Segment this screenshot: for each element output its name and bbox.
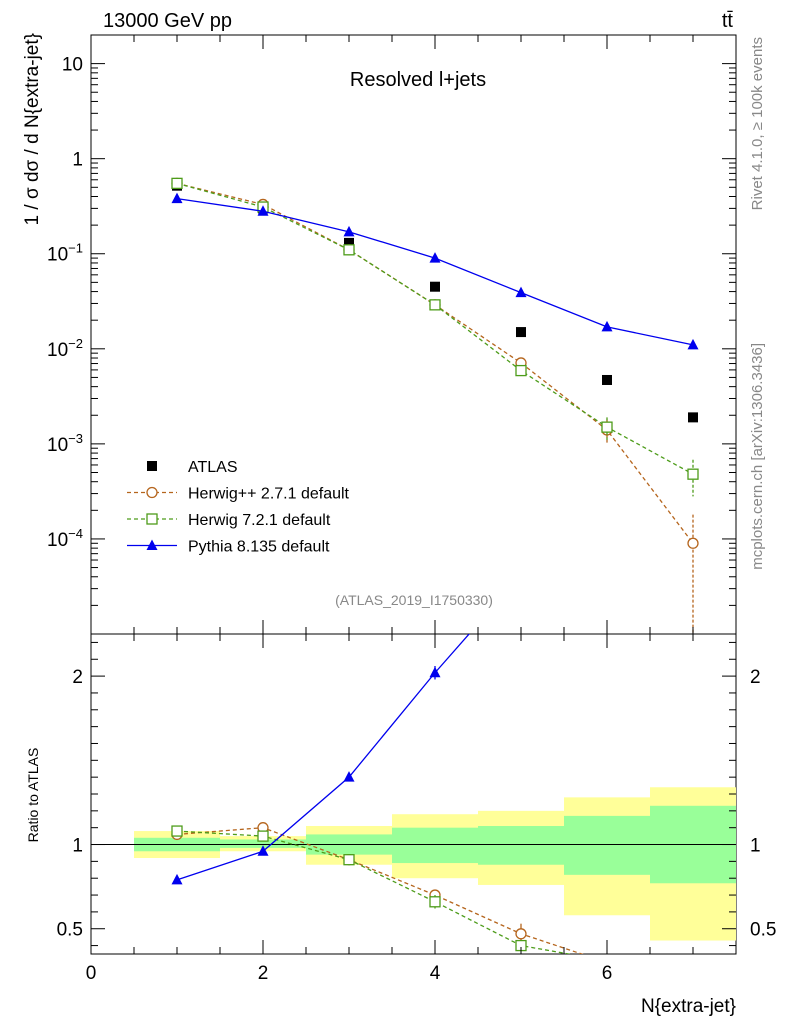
main-point-series-1 [344, 237, 354, 248]
legend-label-series-2: Herwig++ 2.7.1 default [188, 486, 350, 503]
ratio-uncertainty-bands [91, 787, 736, 941]
legend-marker-series-1 [147, 461, 157, 471]
ratio-y-tick-label-right: 2 [750, 667, 761, 688]
main-series-layer [171, 177, 699, 634]
main-point-series-4 [257, 205, 269, 216]
ratio-point-series-2 [429, 896, 441, 908]
ratio-y-tick-label: 1 [72, 836, 83, 857]
main-line-series-4 [176, 197, 694, 346]
x-tick-label: 4 [430, 963, 441, 984]
band-1sigma-bin-6 [564, 815, 650, 875]
legend-label-series-4: Pythia 8.135 default [188, 539, 330, 556]
main-point-series-4 [343, 225, 355, 237]
main-y-tick-label: 10 [62, 55, 83, 76]
ratio-point-series-2 [343, 854, 355, 866]
main-point-series-1 [430, 281, 440, 292]
band-1sigma-bin-5 [478, 826, 564, 865]
ratio-point-series-3 [257, 845, 269, 856]
main-point-series-1 [602, 374, 612, 385]
band-1sigma-bin-2 [220, 839, 306, 848]
main-point-series-4 [601, 320, 613, 332]
main-point-series-3 [515, 364, 527, 377]
mcplots-label: mcplots.cern.ch [arXiv:1306.3436] [749, 343, 766, 570]
ratio-y-tick-label-right: 0.5 [750, 920, 776, 941]
ratio-point-series-3 [343, 771, 355, 782]
ratio-point-series-1 [515, 928, 527, 940]
x-tick-label: 0 [86, 963, 97, 984]
main-y-tick-label: 10−3 [47, 431, 83, 456]
main-point-series-2 [687, 537, 699, 549]
ratio-y-tick-label-right: 1 [750, 836, 761, 857]
ratio-y-tick-label: 0.5 [57, 920, 83, 941]
main-point-series-4 [429, 252, 441, 263]
plot-title: Resolved l+jets [350, 69, 486, 91]
legend-label-series-3: Herwig 7.2.1 default [188, 512, 331, 529]
process-label: tt̄ [722, 10, 734, 32]
main-y-tick-label: 1 [72, 150, 83, 171]
legend-label-series-1: ATLAS [188, 459, 238, 476]
ratio-y-axis-label: Ratio to ATLAS [25, 748, 41, 843]
main-point-series-3 [429, 299, 441, 311]
main-point-series-4 [171, 192, 183, 204]
ratio-point-series-2 [171, 825, 183, 837]
main-point-series-3 [601, 421, 613, 433]
main-point-series-3 [171, 177, 183, 190]
ratio-series-layer [171, 634, 584, 954]
ratio-point-series-3 [171, 873, 183, 885]
rivet-label: Rivet 4.1.0, ≥ 100k events [749, 37, 766, 210]
x-tick-label: 2 [258, 963, 269, 984]
analysis-label: (ATLAS_2019_I1750330) [335, 592, 493, 608]
main-point-series-3 [343, 244, 355, 256]
ratio-point-series-3 [429, 666, 441, 678]
x-tick-label: 6 [602, 963, 613, 984]
x-axis-label: N{extra-jet} [641, 996, 736, 1017]
main-y-tick-label: 10−2 [47, 336, 83, 361]
main-y-axis-label: 1 / σ dσ / d N{extra-jet} [22, 33, 43, 225]
main-point-series-4 [687, 338, 699, 350]
main-point-series-4 [515, 286, 527, 298]
main-y-tick-label: 10−4 [47, 526, 83, 551]
main-point-series-1 [688, 412, 698, 423]
ratio-y-tick-label: 2 [72, 667, 83, 688]
main-point-series-1 [516, 327, 526, 338]
energy-label: 13000 GeV pp [103, 10, 232, 32]
main-point-series-3 [687, 468, 699, 480]
legend-marker-series-2 [146, 486, 158, 499]
ratio-point-series-2 [257, 830, 269, 842]
legend-marker-series-4 [146, 539, 158, 550]
legend-marker-series-3 [146, 513, 158, 525]
ratio-line-series-3 [176, 634, 470, 881]
band-1sigma-bin-4 [392, 827, 478, 864]
axes-layer: 10 1 10−1 10−2 10−3 10−4 0 2 4 6 0.5 0.5 1 1 2 2 [47, 34, 776, 984]
main-y-tick-label: 10−1 [47, 241, 83, 266]
legend: ATLAS Herwig++ 2.7.1 default Herwig 7.2.1 … [127, 459, 350, 556]
